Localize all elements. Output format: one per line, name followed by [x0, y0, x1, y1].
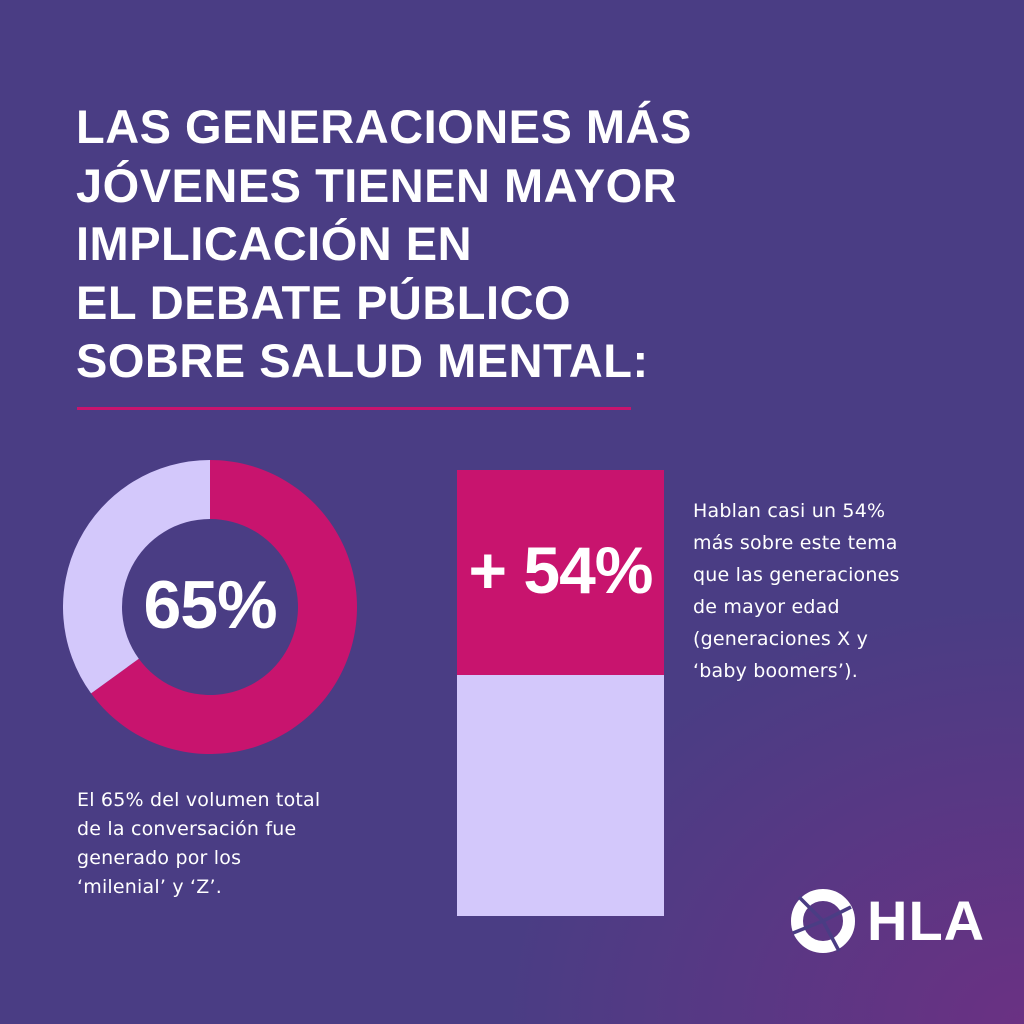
- caption-line: ‘baby boomers’).: [693, 660, 858, 682]
- headline-line: EL DEBATE PÚBLICO: [76, 275, 572, 329]
- hla-logo-text: HLA: [867, 889, 986, 952]
- caption-line: de la conversación fue: [77, 818, 297, 840]
- donut-caption: El 65% del volumen total de la conversac…: [77, 786, 387, 902]
- headline-line: JÓVENES TIENEN MAYOR: [76, 158, 678, 212]
- caption-line: Hablan casi un 54%: [693, 500, 886, 522]
- headline-line: SOBRE SALUD MENTAL:: [76, 334, 649, 387]
- bar-caption: Hablan casi un 54% más sobre este tema q…: [693, 495, 993, 687]
- bar-segment-increase: [457, 470, 664, 675]
- stacked-bar: + 54%: [457, 470, 664, 916]
- donut-slice-primary: [91, 460, 357, 754]
- headline-line: IMPLICACIÓN EN: [76, 217, 473, 270]
- hla-logo: HLA: [789, 888, 984, 954]
- headline-line: LAS GENERACIONES MÁS: [76, 100, 692, 153]
- bar-segment-base: [457, 675, 664, 916]
- caption-line: El 65% del volumen total: [77, 789, 321, 811]
- caption-line: que las generaciones: [693, 564, 900, 586]
- caption-line: ‘milenial’ y ‘Z’.: [77, 876, 222, 898]
- donut-slice-remainder: [63, 460, 210, 694]
- donut-value-label: 65%: [143, 567, 277, 643]
- donut-chart: [63, 460, 357, 754]
- caption-line: (generaciones X y: [693, 628, 869, 650]
- headline: LAS GENERACIONES MÁS JÓVENES TIENEN MAYO…: [76, 98, 716, 391]
- caption-line: de mayor edad: [693, 596, 840, 618]
- bar-value-label: + 54%: [468, 533, 654, 607]
- caption-line: más sobre este tema: [693, 532, 898, 554]
- hla-logo-mark-icon: [791, 889, 855, 953]
- caption-line: generado por los: [77, 847, 242, 869]
- title-divider: [77, 407, 631, 410]
